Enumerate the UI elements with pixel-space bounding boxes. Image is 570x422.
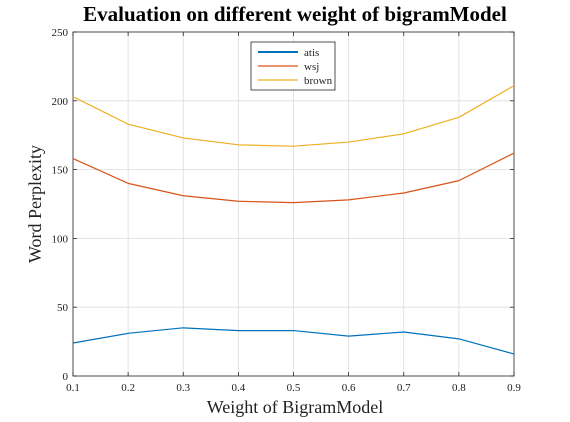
y-tick-label: 50 xyxy=(57,302,69,314)
x-tick-label: 0.5 xyxy=(287,382,301,394)
x-tick-label: 0.6 xyxy=(342,382,356,394)
grid-lines xyxy=(72,31,515,377)
legend-label-brown: brown xyxy=(304,75,333,87)
chart-title: Evaluation on different weight of bigram… xyxy=(83,2,507,26)
series-line-wsj xyxy=(72,152,515,204)
x-axis-label: Weight of BigramModel xyxy=(207,397,384,417)
x-tick-label: 0.4 xyxy=(232,382,246,394)
series-lines xyxy=(72,85,515,355)
legend-label-atis: atis xyxy=(304,47,319,59)
y-tick-label: 250 xyxy=(52,27,69,39)
axis-ticks: 0.1 0.2 0.3 0.4 0.5 0.6 0.7 0.8 0.9 0 50 100 150 200 2… xyxy=(52,27,522,394)
series-line-atis xyxy=(72,327,515,355)
y-tick-label: 100 xyxy=(52,233,69,245)
y-axis-label: Word Perplexity xyxy=(25,145,45,263)
legend: atis wsj brown xyxy=(250,41,336,91)
x-tick-label: 0.2 xyxy=(121,382,135,394)
y-tick-label: 200 xyxy=(52,96,69,108)
x-tick-label: 0.7 xyxy=(397,382,411,394)
legend-label-wsj: wsj xyxy=(304,61,319,73)
x-tick-label: 0.9 xyxy=(507,382,521,394)
y-tick-label: 150 xyxy=(52,165,69,177)
x-tick-label: 0.3 xyxy=(176,382,190,394)
y-tick-label: 0 xyxy=(63,371,69,383)
series-line-brown xyxy=(72,85,515,147)
x-tick-label: 0.1 xyxy=(66,382,80,394)
x-tick-label: 0.8 xyxy=(452,382,466,394)
